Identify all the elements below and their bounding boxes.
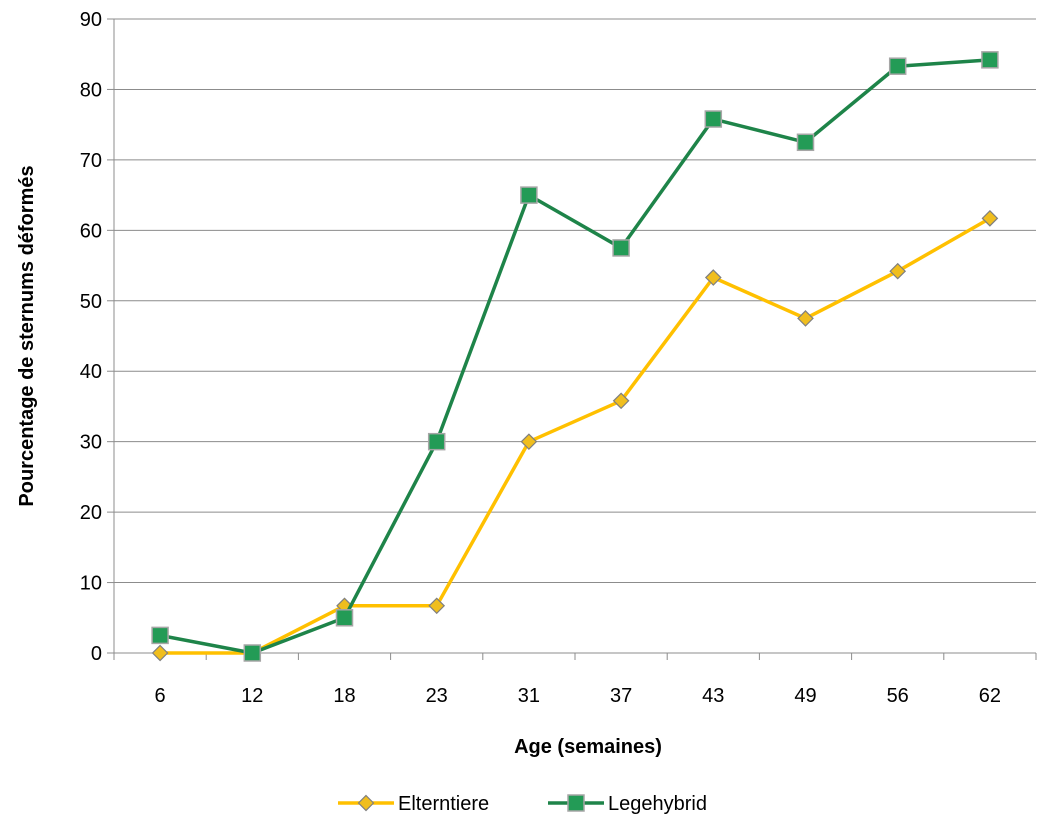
axes bbox=[107, 18, 1037, 660]
data-point-diamond bbox=[428, 597, 446, 615]
data-point-diamond bbox=[889, 262, 907, 280]
data-point-diamond bbox=[357, 794, 375, 812]
x-tick-labels: 6 12 18 23 31 37 43 49 56 62 bbox=[155, 685, 1001, 707]
data-point-square bbox=[520, 186, 538, 204]
x-tick-label: 43 bbox=[702, 685, 724, 707]
x-tick-label: 12 bbox=[241, 685, 263, 707]
y-tick-labels: 0 10 20 30 40 50 60 70 80 90 bbox=[80, 9, 102, 665]
y-tick-label: 30 bbox=[80, 432, 102, 454]
data-point-square bbox=[981, 51, 999, 69]
series-legehybrid bbox=[151, 51, 999, 662]
legend: Elterntiere Legehybrid bbox=[338, 793, 707, 815]
data-point-square bbox=[888, 57, 907, 75]
y-tick-label: 0 bbox=[91, 643, 102, 665]
data-point-diamond bbox=[797, 310, 814, 327]
y-tick-label: 40 bbox=[80, 361, 102, 383]
x-tick-label: 31 bbox=[518, 685, 540, 707]
data-point-square bbox=[151, 626, 169, 645]
series-line bbox=[159, 58, 991, 655]
x-tick-label: 62 bbox=[979, 685, 1001, 707]
y-tick-label: 60 bbox=[80, 220, 102, 242]
data-point-square bbox=[796, 133, 815, 152]
x-tick-label: 37 bbox=[610, 685, 632, 707]
x-tick-label: 18 bbox=[333, 685, 355, 707]
data-point-diamond bbox=[704, 269, 722, 286]
data-point-square bbox=[335, 609, 354, 627]
data-point-diamond bbox=[981, 210, 999, 227]
x-tick-label: 56 bbox=[887, 685, 909, 707]
series-line bbox=[160, 216, 991, 655]
y-tick-label: 70 bbox=[80, 150, 102, 172]
data-point-square bbox=[567, 794, 585, 812]
series-elterntiere bbox=[151, 210, 999, 662]
y-tick-label: 90 bbox=[80, 9, 102, 31]
data-point-diamond bbox=[612, 392, 630, 410]
x-axis-title: Age (semaines) bbox=[514, 736, 662, 758]
gridlines bbox=[114, 18, 1036, 584]
y-tick-label: 20 bbox=[80, 502, 102, 524]
y-tick-label: 50 bbox=[80, 291, 102, 313]
legend-label: Legehybrid bbox=[608, 793, 707, 815]
y-tick-label: 10 bbox=[80, 573, 102, 595]
legend-item: Legehybrid bbox=[548, 793, 707, 815]
legend-label: Elterntiere bbox=[398, 793, 489, 815]
legend-item: Elterntiere bbox=[338, 793, 489, 815]
data-point-square bbox=[704, 110, 723, 128]
data-series bbox=[151, 51, 999, 662]
data-point-diamond bbox=[151, 644, 169, 662]
y-axis-title: Pourcentage de sternums déformés bbox=[16, 165, 38, 506]
x-tick-label: 23 bbox=[426, 685, 448, 707]
data-point-square bbox=[427, 432, 446, 451]
y-tick-label: 80 bbox=[80, 79, 102, 101]
x-tick-label: 49 bbox=[794, 685, 816, 707]
data-point-diamond bbox=[520, 433, 538, 451]
data-point-square bbox=[612, 239, 630, 257]
x-tick-label: 6 bbox=[155, 685, 166, 707]
data-point-square bbox=[243, 644, 262, 662]
